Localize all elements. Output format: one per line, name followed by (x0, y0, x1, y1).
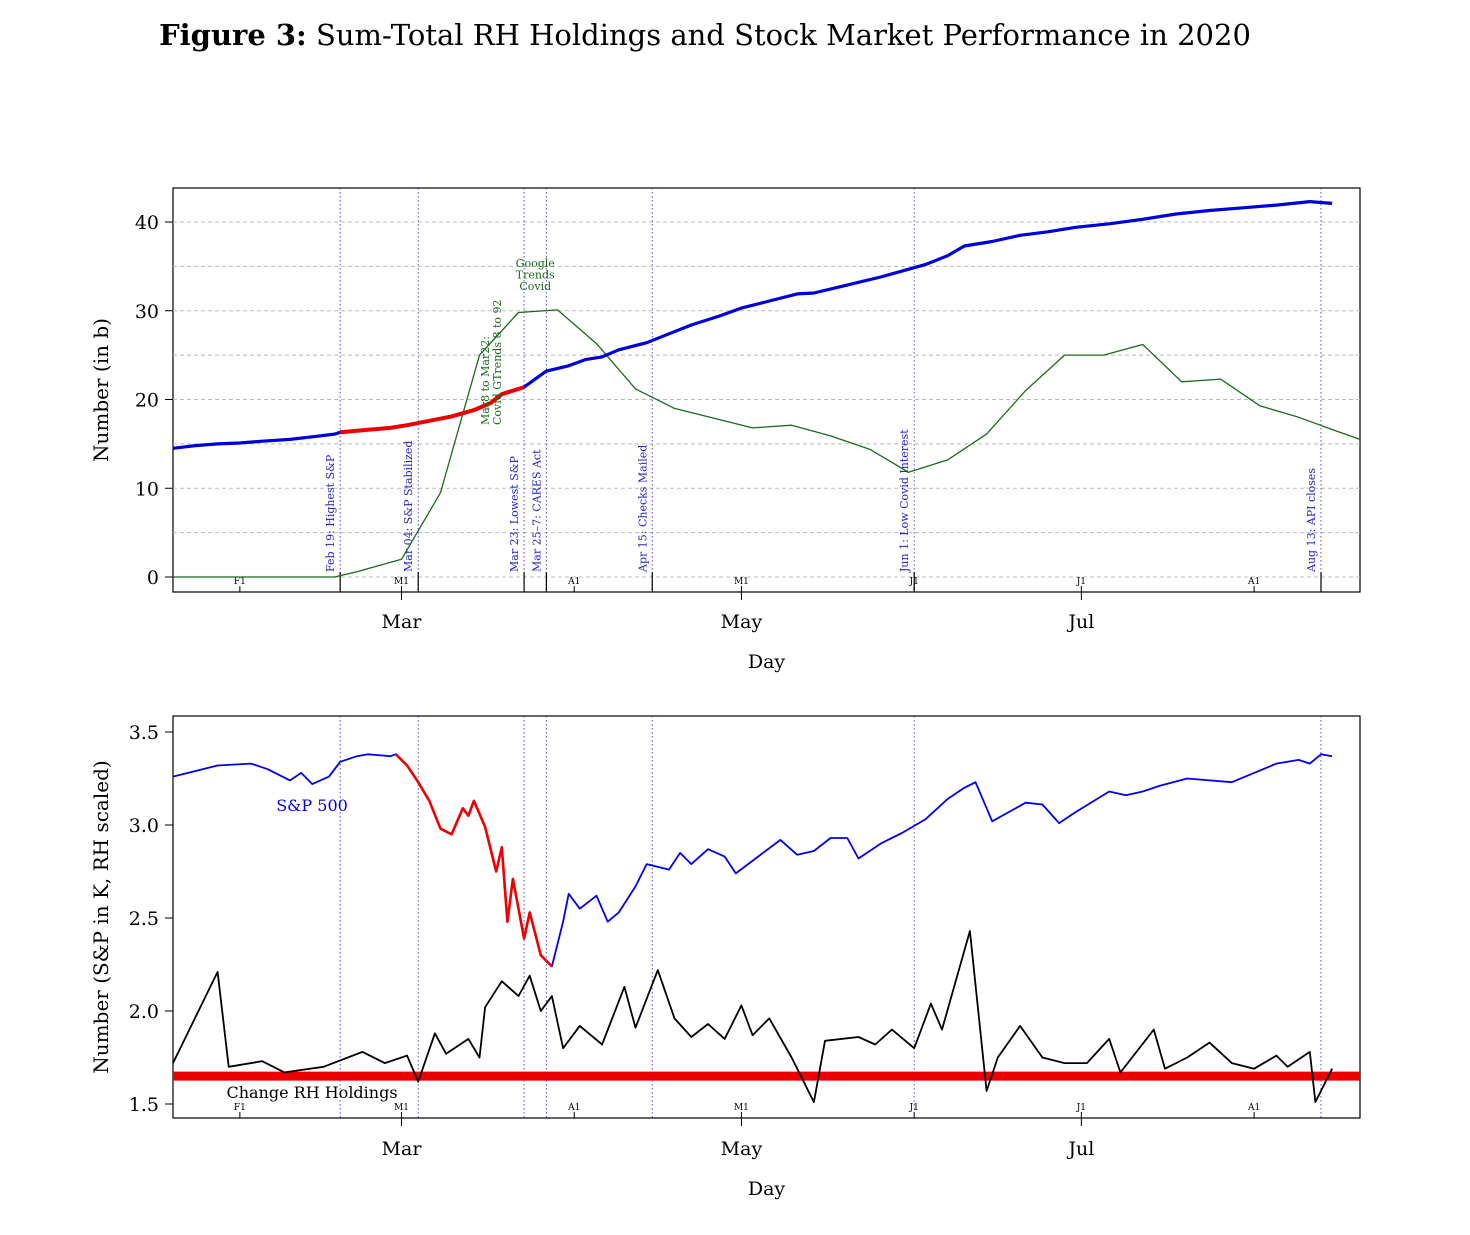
minor-tick-label: M1 (394, 577, 409, 587)
event-label: Mar 23: Lowest S&P (508, 455, 521, 572)
x-tick-label: Mar (382, 611, 423, 633)
y-tick-label: 30 (135, 301, 159, 323)
x-tick-label: Mar (382, 1138, 423, 1160)
event-label: Feb 19: Highest S&P (324, 454, 337, 572)
x-tick-label: Jul (1066, 1138, 1094, 1160)
y-tick-label: 0 (147, 567, 159, 589)
minor-tick-label: M1 (734, 577, 749, 587)
plot-frame (172, 715, 1361, 1119)
minor-tick-label: F1 (234, 1103, 246, 1113)
event-label: Aug 13: API closes (1305, 468, 1318, 573)
figure-label: Figure 3: (159, 18, 307, 52)
y-tick-label: 2.5 (129, 908, 159, 930)
x-tick-label: Jul (1066, 611, 1094, 633)
event-label: Mar 04: S&P Stabilized (402, 441, 415, 572)
annotation-google-trends: Trends (516, 269, 555, 282)
series-google-trends-line (173, 309, 1361, 578)
minor-tick-label: A1 (1247, 577, 1260, 587)
y-axis-label: Number (S&P in K, RH scaled) (89, 760, 113, 1073)
event-label: Jun 1: Low Covid Interest (898, 429, 911, 573)
annotation-google-trends: Covid (519, 280, 551, 293)
plot-frame (172, 187, 1361, 593)
y-tick-label: 20 (135, 390, 159, 412)
label-sp500: S&P 500 (276, 796, 348, 815)
minor-tick-label: J1 (1076, 1103, 1086, 1113)
minor-tick-label: A1 (1247, 1103, 1260, 1113)
y-tick-label: 3.0 (129, 815, 159, 837)
annotation-covid-gtrends: Covid GTrends 8 to 92 (491, 299, 504, 425)
minor-tick-label: A1 (567, 577, 580, 587)
minor-tick-label: M1 (734, 1103, 749, 1113)
minor-tick-label: J1 (1076, 577, 1086, 587)
x-tick-label: May (721, 611, 763, 633)
x-tick-label: May (721, 1138, 763, 1160)
y-tick-label: 40 (135, 212, 159, 234)
y-tick-label: 1.5 (129, 1094, 159, 1116)
series-rh-holdings-crash-segment (340, 385, 525, 435)
event-label: Mar 25–7: CARES Act (530, 449, 543, 572)
annotation-covid-gtrends: Mar8 to Mar22: (479, 336, 492, 425)
series-rh-holdings-line (172, 200, 1333, 450)
figure-title: Figure 3: Sum-Total RH Holdings and Stoc… (0, 18, 1410, 52)
y-tick-label: 10 (135, 478, 159, 500)
y-tick-label: 2.0 (129, 1001, 159, 1023)
x-axis-label: Day (748, 1178, 786, 1200)
label-change-rh-holdings: Change RH Holdings (226, 1083, 397, 1102)
series-change-rh-line (172, 930, 1333, 1103)
y-tick-label: 3.5 (129, 722, 159, 744)
minor-tick-label: F1 (234, 577, 246, 587)
minor-tick-label: M1 (394, 1103, 409, 1113)
y-axis-label: Number (in b) (89, 318, 113, 462)
x-axis-label: Day (748, 651, 786, 673)
figure-title-text: Sum-Total RH Holdings and Stock Market P… (315, 18, 1251, 52)
series-sp500-crash-segment (394, 753, 553, 968)
series-sp500-line (172, 753, 1333, 968)
minor-tick-label: A1 (567, 1103, 580, 1113)
event-label: Apr 15: Checks Mailed (636, 445, 649, 573)
annotation-google-trends: Google (516, 257, 555, 270)
